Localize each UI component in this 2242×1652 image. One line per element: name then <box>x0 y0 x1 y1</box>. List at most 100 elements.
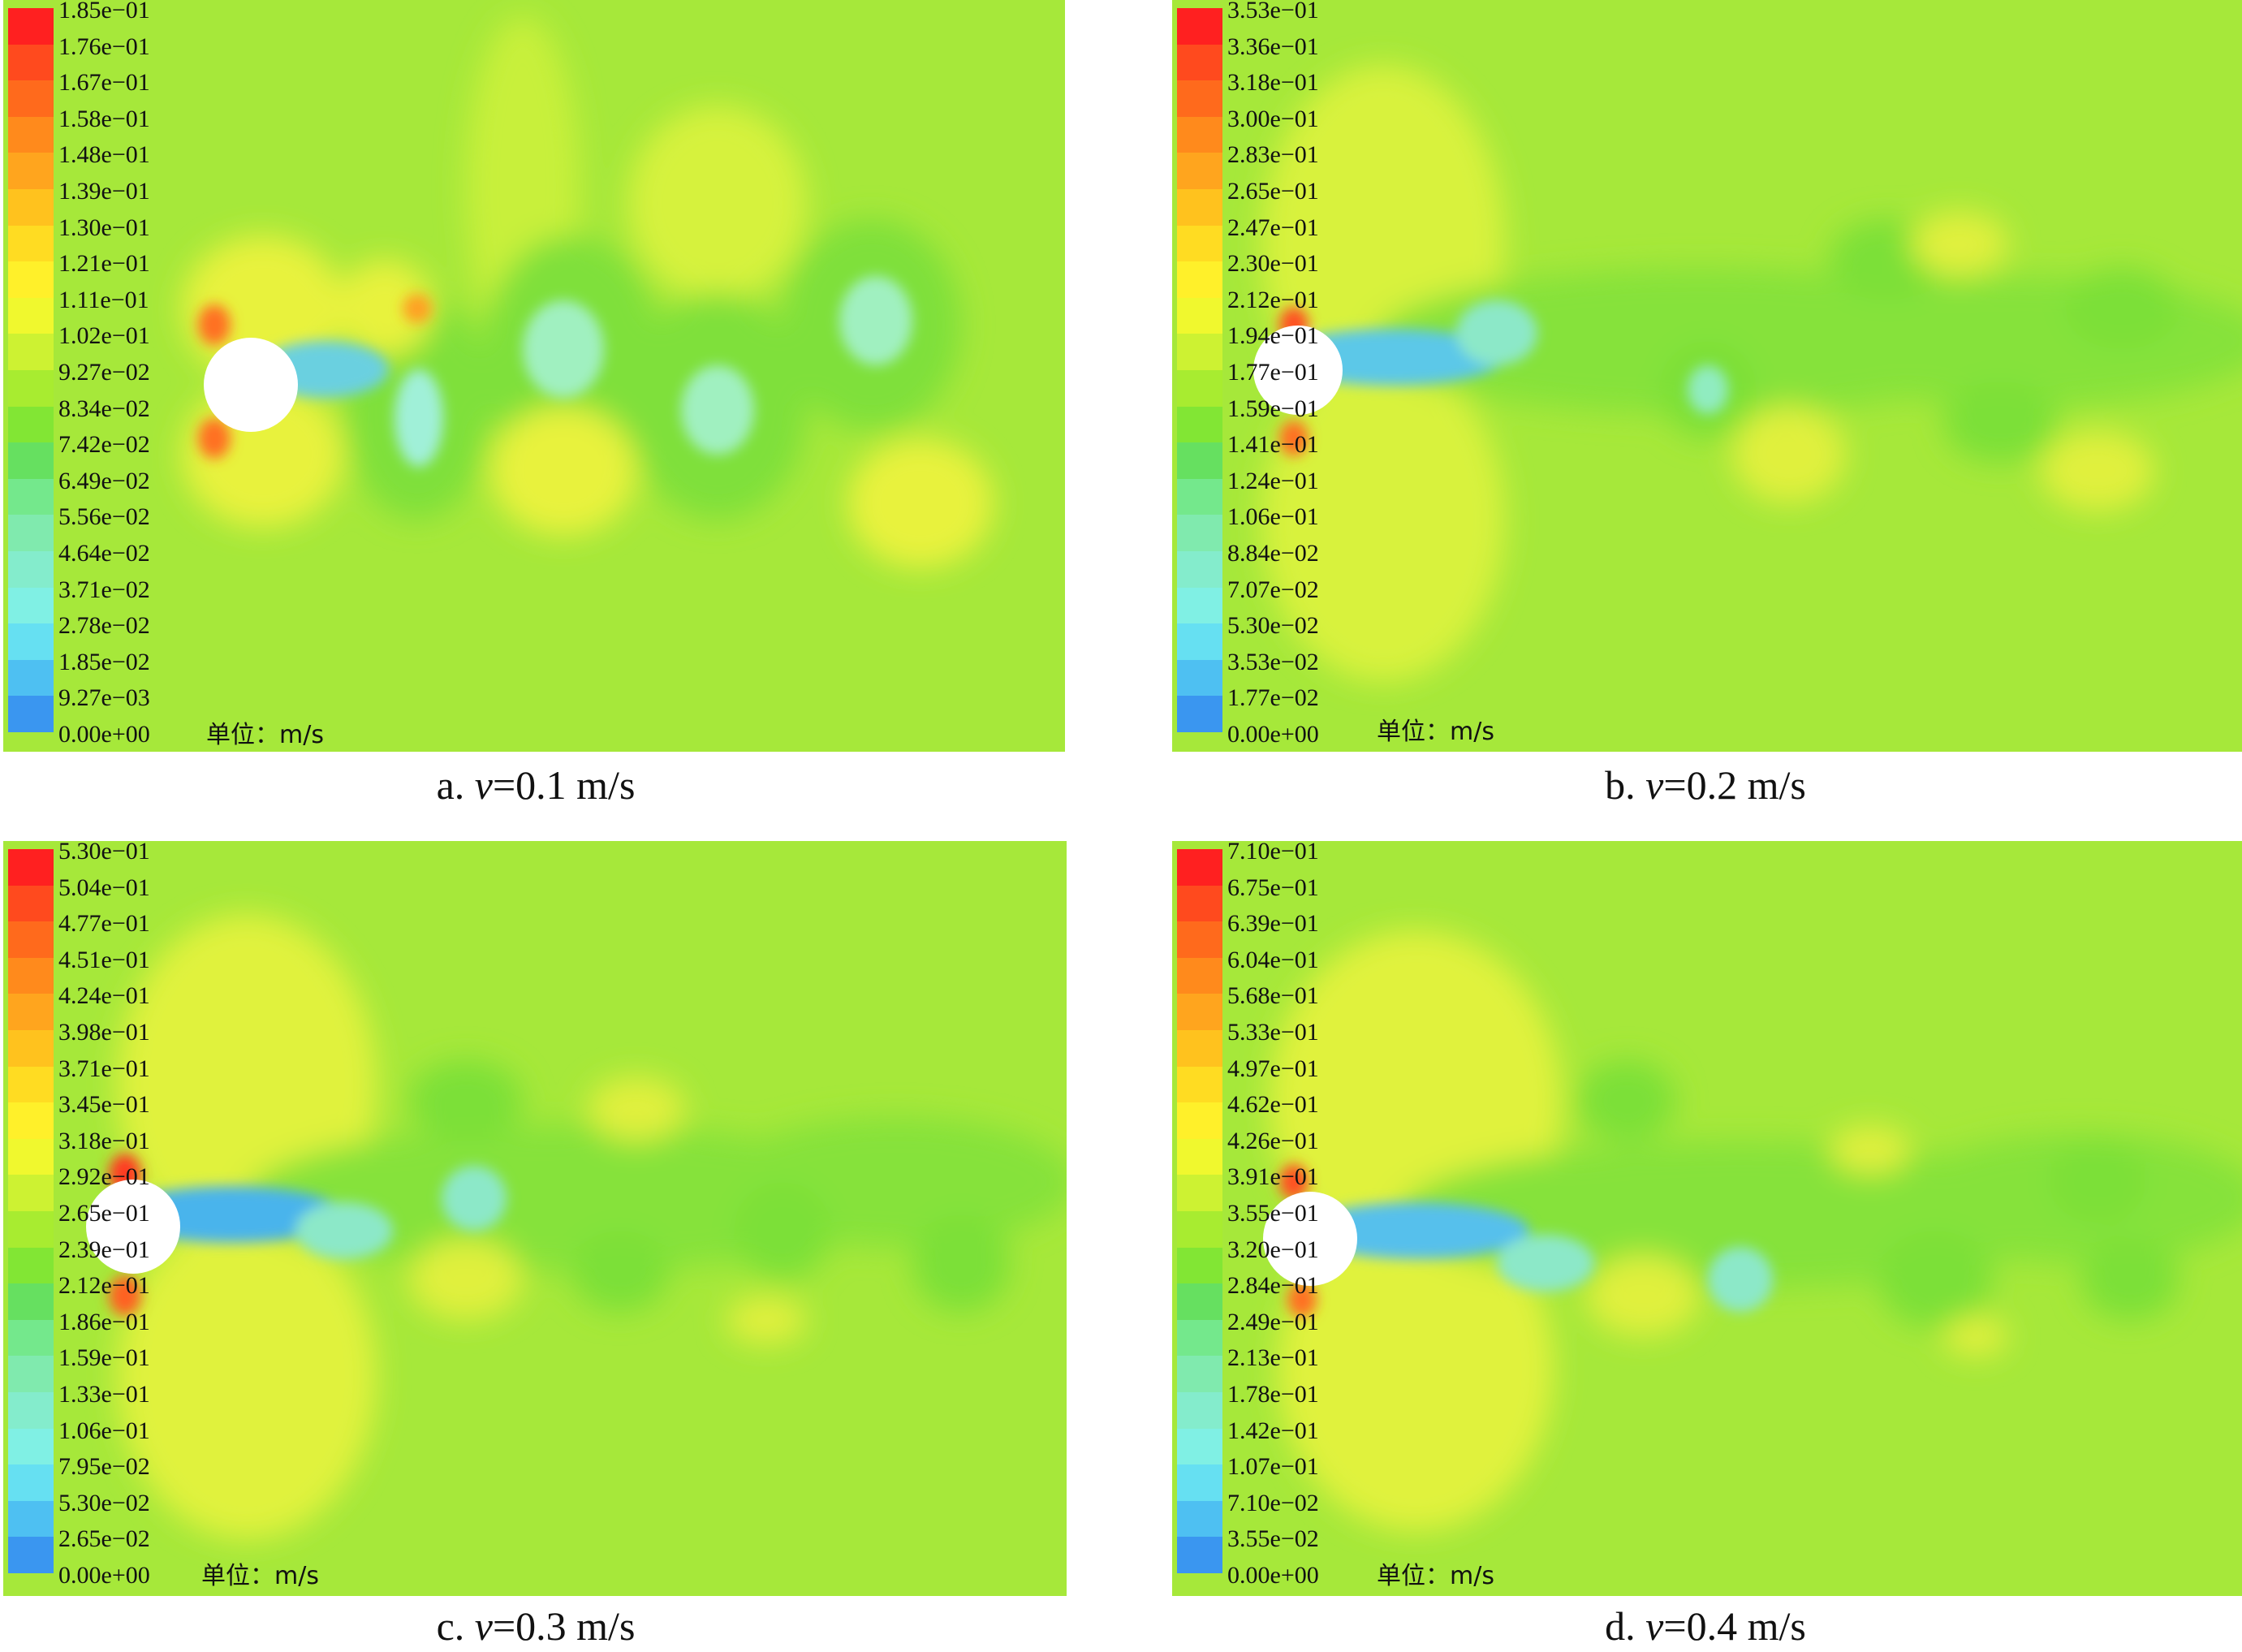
legend-tick-label: 1.77e−02 <box>1227 684 1319 712</box>
velocity-field-d <box>1172 841 2242 1596</box>
colorbar-cell <box>8 849 54 886</box>
colorbar-cell <box>8 44 54 81</box>
unit-label-a: 单位：m/s <box>206 721 324 749</box>
colorbar-cell <box>1177 1247 1222 1284</box>
legend-tick-label: 2.12e−01 <box>1227 286 1319 313</box>
caption-value-c: =0.3 m/s <box>492 1603 636 1649</box>
legend-tick-label: 1.11e−01 <box>58 286 149 313</box>
colorbar-cell <box>8 370 54 407</box>
colorbar-cell <box>8 1428 54 1465</box>
panel-a: 1.85e−01 1.76e−01 1.67e−01 1.58e−01 1.48e−01… <box>0 0 1071 812</box>
legend-tick-label: 0.00e+00 <box>58 1562 150 1589</box>
colorbar-cell <box>8 225 54 262</box>
legend-tick-label: 5.04e−01 <box>58 873 150 901</box>
colorbar-cell <box>1177 587 1222 624</box>
colorbar-cell <box>8 297 54 334</box>
colorbar-a <box>8 8 54 734</box>
legend-tick-label: 1.94e−01 <box>1227 322 1319 350</box>
legend-tick-label: 2.12e−01 <box>58 1272 150 1300</box>
legend-tick-label: 5.56e−02 <box>58 503 150 531</box>
legend-tick-label: 7.07e−02 <box>1227 576 1319 603</box>
colorbar-cell <box>8 885 54 922</box>
legend-tick-label: 1.58e−01 <box>58 105 150 132</box>
colorbar-cell <box>8 8 54 45</box>
colorbar-cell <box>1177 1211 1222 1248</box>
colorbar-cell <box>1177 1319 1222 1357</box>
colorbar-b <box>1177 8 1222 734</box>
colorbar-cell <box>1177 261 1222 299</box>
legend-tick-label: 6.39e−01 <box>1227 910 1319 938</box>
colorbar-cell <box>1177 8 1222 45</box>
colorbar-cell <box>1177 1356 1222 1393</box>
colorbar-cell <box>1177 1428 1222 1465</box>
legend-tick-label: 4.62e−01 <box>1227 1091 1319 1119</box>
velocity-field-a <box>3 0 1065 752</box>
legend-tick-label: 3.71e−01 <box>58 1055 150 1082</box>
colorbar-cell <box>1177 623 1222 661</box>
colorbar-cell <box>1177 659 1222 697</box>
colorbar-d <box>1177 849 1222 1575</box>
legend-tick-label: 1.07e−01 <box>1227 1453 1319 1481</box>
legend-tick-label: 6.49e−02 <box>58 467 150 494</box>
legend-tick-label: 9.27e−02 <box>58 359 150 386</box>
legend-tick-label: 2.49e−01 <box>1227 1308 1319 1335</box>
caption-var-a: v <box>474 762 493 808</box>
legend-tick-label: 1.59e−01 <box>1227 395 1319 422</box>
colorbar-cell <box>8 1175 54 1212</box>
legend-tick-label: 3.91e−01 <box>1227 1163 1319 1191</box>
legend-tick-label: 1.21e−01 <box>58 250 150 278</box>
legend-tick-label: 1.02e−01 <box>58 322 150 350</box>
colorbar-cell <box>8 442 54 480</box>
caption-prefix-b: b. <box>1605 762 1636 808</box>
legend-tick-label: 1.76e−01 <box>58 32 150 60</box>
legend-tick-label: 0.00e+00 <box>1227 1562 1319 1589</box>
colorbar-cell <box>1177 478 1222 515</box>
legend-tick-label: 1.41e−01 <box>1227 431 1319 459</box>
colorbar-cell <box>8 515 54 552</box>
panel-d: 7.10e−01 6.75e−01 6.39e−01 6.04e−01 5.68e−01… <box>1169 841 2242 1652</box>
legend-tick-label: 2.13e−01 <box>1227 1344 1319 1372</box>
legend-tick-label: 1.06e−01 <box>58 1417 150 1444</box>
colorbar-cell <box>8 1537 54 1574</box>
legend-tick-label: 7.42e−02 <box>58 431 150 459</box>
colorbar-cell <box>8 1102 54 1140</box>
legend-tick-label: 4.77e−01 <box>58 910 150 938</box>
legend-tick-label: 9.27e−03 <box>58 684 150 712</box>
cylinder-a <box>204 338 298 432</box>
legend-tick-label: 4.24e−01 <box>58 982 150 1010</box>
colorbar-cell <box>8 623 54 661</box>
colorbar-cell <box>1177 334 1222 371</box>
caption-d: d. v=0.4 m/s <box>1169 1602 2242 1650</box>
colorbar-cell <box>1177 44 1222 81</box>
caption-value-b: =0.2 m/s <box>1663 762 1806 808</box>
legend-tick-label: 2.84e−01 <box>1227 1272 1319 1300</box>
colorbar-cell <box>1177 957 1222 994</box>
colorbar-cell <box>1177 849 1222 886</box>
legend-tick-label: 4.51e−01 <box>58 946 150 973</box>
legend-tick-label: 1.77e−01 <box>1227 359 1319 386</box>
colorbar-cell <box>8 1500 54 1538</box>
legend-tick-label: 7.95e−02 <box>58 1453 150 1481</box>
colorbar-cell <box>8 696 54 733</box>
legend-tick-label: 3.00e−01 <box>1227 105 1319 132</box>
caption-a: a. v=0.1 m/s <box>0 761 1071 809</box>
colorbar-cell <box>8 551 54 588</box>
colorbar-c <box>8 849 54 1575</box>
colorbar-cell <box>1177 1500 1222 1538</box>
legend-tick-label: 5.30e−01 <box>58 841 150 865</box>
caption-value-d: =0.4 m/s <box>1663 1603 1806 1649</box>
colorbar-cell <box>8 1283 54 1321</box>
legend-tick-label: 3.98e−01 <box>58 1019 150 1046</box>
colorbar-cell <box>1177 1030 1222 1067</box>
panel-c: 5.30e−01 5.04e−01 4.77e−01 4.51e−01 4.24e−01… <box>0 841 1071 1652</box>
colorbar-cell <box>1177 1464 1222 1502</box>
colorbar-cell <box>8 1247 54 1284</box>
legend-tick-label: 3.36e−01 <box>1227 32 1319 60</box>
legend-tick-label: 1.86e−01 <box>58 1308 150 1335</box>
legend-tick-label: 1.33e−01 <box>58 1381 150 1408</box>
legend-tick-label: 7.10e−02 <box>1227 1489 1319 1516</box>
colorbar-cell <box>1177 406 1222 443</box>
colorbar-cell <box>1177 1102 1222 1140</box>
colorbar-cell <box>1177 696 1222 733</box>
colorbar-cell <box>8 116 54 153</box>
